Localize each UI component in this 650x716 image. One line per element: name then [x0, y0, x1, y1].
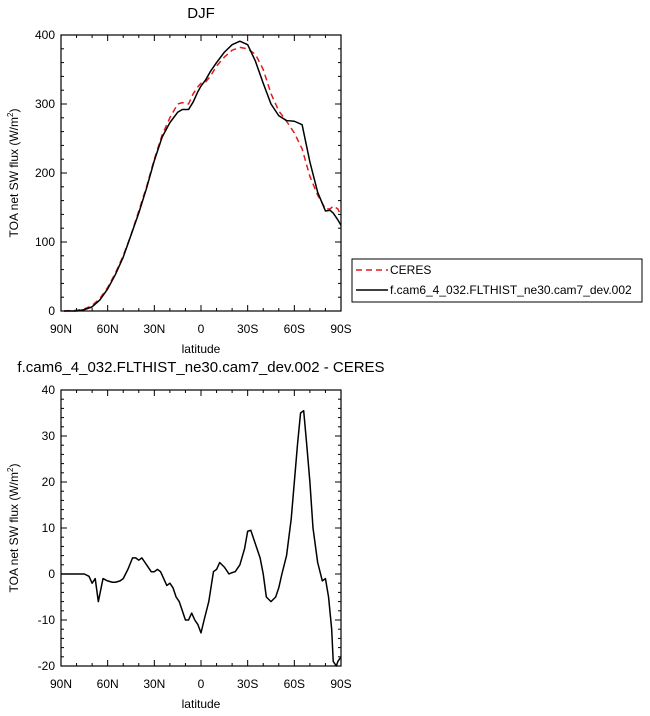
legend-label-model: f.cam6_4_032.FLTHIST_ne30.cam7_dev.002	[390, 283, 632, 297]
bottom-x-tick-label: 60S	[284, 677, 305, 691]
top-x-tick-label: 90N	[50, 322, 72, 336]
bottom-x-tick-label: 60N	[97, 677, 119, 691]
top-x-tick-label: 30N	[143, 322, 165, 336]
top-panel: DJF 90N 60N 30N 0 30S 60S 90S 0 100 200 300 400 la…	[6, 5, 643, 356]
top-y-ticks: 0 100 200 300 400	[35, 28, 341, 318]
top-y-tick-label: 100	[35, 235, 55, 249]
top-y-tick-label: 0	[48, 304, 55, 318]
legend-label-ceres: CERES	[390, 263, 431, 277]
top-series-group	[64, 40, 342, 312]
top-x-tick-label: 30S	[237, 322, 258, 336]
top-y-axis-label-main: TOA net SW flux (W/m	[7, 117, 21, 237]
top-y-tick-label: 200	[35, 166, 55, 180]
top-series-line-2	[64, 40, 342, 312]
bottom-y-tick-label: 40	[42, 383, 56, 397]
top-y-axis-label: TOA net SW flux (W/m2)	[6, 109, 21, 238]
bottom-chart-title: f.cam6_4_032.FLTHIST_ne30.cam7_dev.002 -…	[17, 359, 384, 376]
bottom-x-tick-label: 90N	[50, 677, 72, 691]
top-plot-frame	[60, 34, 342, 312]
top-x-tick-label: 60S	[284, 322, 305, 336]
bottom-y-axis-label-close: )	[7, 464, 21, 468]
bottom-series-group	[61, 409, 342, 667]
bottom-y-axis-label-sup: 2	[6, 467, 15, 472]
legend-box	[351, 258, 643, 303]
bottom-x-ticks: 90N 60N 30N 0 30S 60S 90S	[50, 390, 352, 691]
bottom-x-tick-label: 0	[198, 677, 205, 691]
bottom-x-tick-label: 90S	[330, 677, 351, 691]
bottom-y-axis-label-main: TOA net SW flux (W/m	[7, 472, 21, 592]
top-x-axis-label: latitude	[182, 342, 221, 356]
bottom-y-tick-label: -10	[38, 613, 56, 627]
bottom-y-tick-label: 20	[42, 475, 56, 489]
bottom-y-tick-label: 10	[42, 521, 56, 535]
top-x-ticks: 90N 60N 30N 0 30S 60S 90S	[50, 35, 352, 336]
bottom-y-ticks: -20 -10 0 10 20 30 40	[38, 383, 341, 673]
bottom-series-line-1	[61, 409, 342, 667]
bottom-y-tick-label: 30	[42, 429, 56, 443]
legend: CERES f.cam6_4_032.FLTHIST_ne30.cam7_dev…	[351, 258, 643, 303]
top-x-tick-label: 60N	[97, 322, 119, 336]
bottom-y-tick-label: 0	[48, 567, 55, 581]
bottom-x-tick-label: 30S	[237, 677, 258, 691]
top-y-tick-label: 300	[35, 97, 55, 111]
top-y-axis-label-close: )	[7, 109, 21, 113]
bottom-panel: f.cam6_4_032.FLTHIST_ne30.cam7_dev.002 -…	[6, 359, 385, 711]
top-x-tick-label: 90S	[330, 322, 351, 336]
bottom-y-tick-label: -20	[38, 659, 56, 673]
bottom-x-tick-label: 30N	[143, 677, 165, 691]
bottom-x-axis-label: latitude	[182, 697, 221, 711]
top-x-tick-label: 0	[198, 322, 205, 336]
top-y-tick-label: 400	[35, 28, 55, 42]
top-series-line-1	[64, 46, 342, 312]
top-y-axis-label-sup: 2	[6, 112, 15, 117]
top-chart-title: DJF	[187, 5, 215, 22]
bottom-y-axis-label: TOA net SW flux (W/m2)	[6, 464, 21, 593]
